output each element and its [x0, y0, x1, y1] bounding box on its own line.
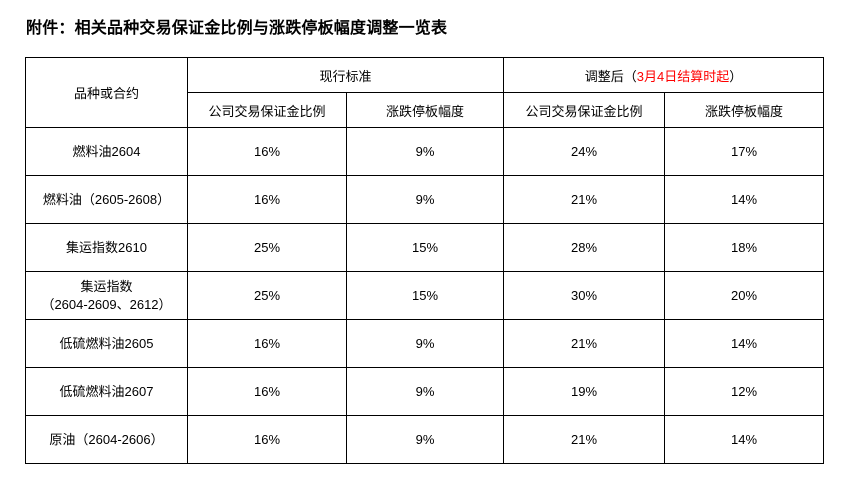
header-adjusted-prefix: 调整后（ [584, 68, 637, 84]
row-current-margin: 16% [187, 367, 347, 416]
table-row: 燃料油（2605-2608） 16% 9% 21% 14% [25, 175, 825, 224]
row-name-line1: 集运指数 [80, 278, 133, 294]
row-current-limit: 9% [345, 319, 505, 368]
row-current-margin: 16% [187, 415, 347, 464]
row-adjusted-limit: 14% [664, 319, 825, 368]
row-current-limit: 9% [345, 127, 505, 176]
header-group-adjusted: 调整后（3月4日结算时起） [503, 57, 825, 93]
row-adjusted-limit: 18% [664, 223, 825, 272]
table-header-row-sub: 公司交易保证金比例 涨跌停板幅度 公司交易保证金比例 涨跌停板幅度 [26, 92, 825, 128]
row-current-limit: 15% [345, 223, 505, 272]
row-name: 低硫燃料油2607 [25, 367, 188, 416]
row-current-margin: 25% [187, 271, 347, 320]
table-row: 原油（2604-2606） 16% 9% 21% 14% [25, 415, 825, 464]
header-adjusted-suffix: ） [729, 68, 743, 84]
row-name: 集运指数 （2604-2609、2612） [25, 271, 188, 320]
row-adjusted-limit: 12% [664, 367, 825, 416]
table-row: 燃料油2604 16% 9% 24% 17% [25, 127, 825, 176]
table-row: 低硫燃料油2607 16% 9% 19% 12% [25, 367, 825, 416]
header-current-limit: 涨跌停板幅度 [345, 92, 505, 128]
row-adjusted-margin: 24% [503, 127, 666, 176]
row-adjusted-margin: 21% [503, 415, 666, 464]
row-adjusted-margin: 30% [503, 271, 666, 320]
margin-adjustment-table: 品种或合约 现行标准 调整后（3月4日结算时起） 公司交易保证金比例 涨跌停板幅… [25, 57, 825, 464]
row-adjusted-margin: 28% [503, 223, 666, 272]
row-adjusted-margin: 21% [503, 175, 666, 224]
page-title: 附件：相关品种交易保证金比例与涨跌停板幅度调整一览表 [26, 20, 448, 37]
header-group-current: 现行标准 [186, 57, 505, 93]
table-header: 品种或合约 现行标准 调整后（3月4日结算时起） 公司交易保证金比例 涨跌停板幅… [25, 57, 825, 128]
row-adjusted-margin: 19% [503, 367, 666, 416]
row-current-margin: 25% [187, 223, 347, 272]
row-name: 集运指数2610 [25, 223, 188, 272]
row-adjusted-limit: 17% [664, 127, 825, 176]
row-adjusted-limit: 14% [664, 175, 825, 224]
row-name-line2: （2604-2609、2612） [41, 296, 172, 312]
row-name: 原油（2604-2606） [25, 415, 188, 464]
row-current-limit: 9% [345, 367, 505, 416]
table-row: 集运指数2610 25% 15% 28% 18% [25, 223, 825, 272]
header-contract-column: 品种或合约 [25, 57, 188, 128]
row-current-limit: 9% [345, 175, 505, 224]
row-adjusted-limit: 20% [664, 271, 825, 320]
table-header-row-group: 品种或合约 现行标准 调整后（3月4日结算时起） [25, 57, 825, 128]
table-row: 低硫燃料油2605 16% 9% 21% 14% [25, 319, 825, 368]
row-current-margin: 16% [187, 127, 347, 176]
row-current-limit: 15% [345, 271, 505, 320]
row-current-margin: 16% [187, 175, 347, 224]
header-adjusted-margin: 公司交易保证金比例 [503, 92, 666, 128]
header-adjusted-date: 3月4日结算时起 [636, 68, 730, 84]
row-adjusted-limit: 14% [664, 415, 825, 464]
row-name: 燃料油（2605-2608） [25, 175, 188, 224]
table-body: 燃料油2604 16% 9% 24% 17% 燃料油（2605-2608） 16… [25, 127, 825, 464]
row-adjusted-margin: 21% [503, 319, 666, 368]
row-current-limit: 9% [345, 415, 505, 464]
header-adjusted-limit: 涨跌停板幅度 [664, 92, 825, 128]
header-current-margin: 公司交易保证金比例 [187, 92, 347, 128]
row-name: 低硫燃料油2605 [25, 319, 188, 368]
row-name: 燃料油2604 [25, 127, 188, 176]
row-current-margin: 16% [187, 319, 347, 368]
table-row: 集运指数 （2604-2609、2612） 25% 15% 30% 20% [25, 271, 825, 320]
